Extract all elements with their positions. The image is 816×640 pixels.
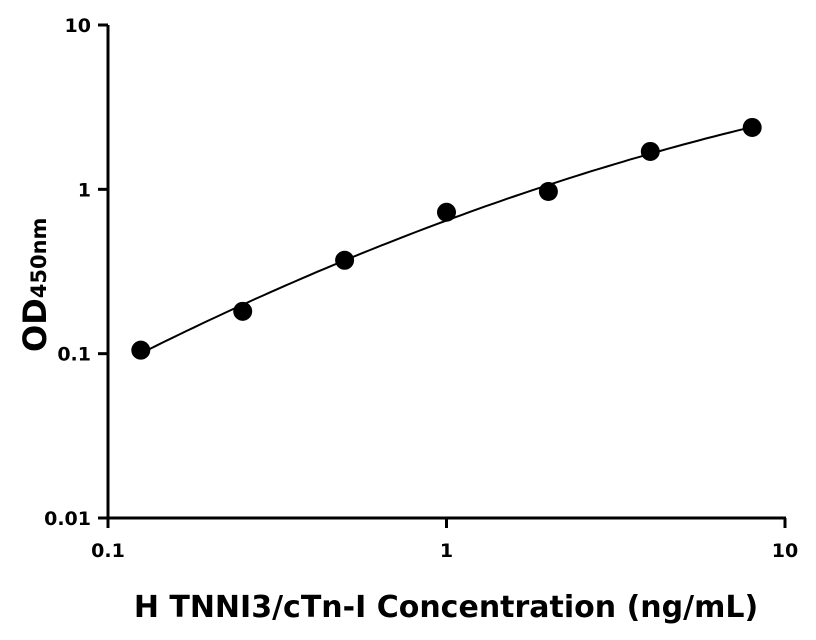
- data-point: [640, 141, 660, 161]
- data-point: [131, 340, 151, 360]
- y-axis-label: OD450nm: [16, 218, 54, 352]
- fit-curve: [140, 125, 753, 355]
- x-tick-label: 1: [440, 540, 453, 562]
- x-tick-label: 0.1: [91, 540, 125, 562]
- data-point: [437, 202, 456, 222]
- y-axis-label-subscript: 450nm: [27, 218, 51, 299]
- x-tick-label: 10: [772, 540, 798, 562]
- data-point: [538, 182, 558, 202]
- data-point: [742, 117, 762, 137]
- y-tick-label: 0.01: [44, 508, 91, 530]
- x-axis-label: H TNNI3/cTn-I Concentration (ng/mL): [134, 590, 758, 625]
- data-points: [131, 117, 762, 360]
- y-tick-label: 1: [78, 179, 91, 201]
- data-point: [233, 301, 253, 321]
- data-point: [335, 250, 355, 270]
- y-tick-label: 10: [65, 15, 91, 37]
- y-tick-label: 0.1: [57, 344, 91, 366]
